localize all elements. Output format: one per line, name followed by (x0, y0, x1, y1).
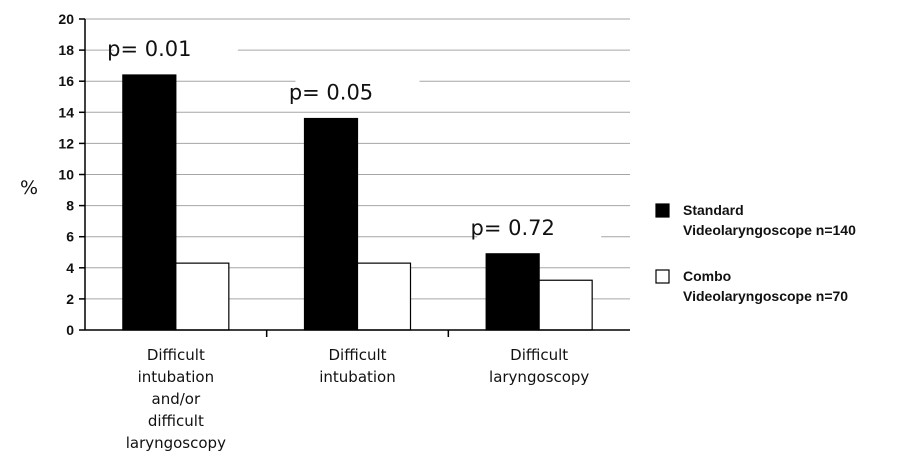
y-tick-labels: 0 2 4 6 8 10 12 14 16 18 20 (58, 11, 74, 338)
combo-bar-3 (538, 279, 593, 331)
legend-label-line: Standard (683, 202, 744, 218)
p-value-3: p= 0.72 (470, 216, 554, 240)
category-label-line: and/or (152, 390, 201, 408)
category-label-line: laryngoscopy (489, 368, 589, 386)
category-label-line: difficult (148, 412, 204, 430)
axes (79, 18, 630, 337)
y-tick-label: 10 (58, 167, 74, 183)
legend-swatch-combo (655, 269, 670, 284)
legend-label-line: Videolaryngoscope n=140 (683, 222, 856, 238)
bars (122, 74, 593, 331)
p-value-background (113, 33, 238, 66)
legend-label-standard: Standard Videolaryngoscope n=140 (683, 202, 856, 238)
category-label-1: Difficult intubation and/or difficult laryng… (126, 346, 226, 452)
y-tick-label: 16 (58, 73, 74, 89)
y-tick-label: 6 (66, 229, 74, 245)
p-value-2: p= 0.05 (289, 81, 373, 105)
category-label-line: Difficult (147, 346, 205, 364)
y-tick-label: 2 (66, 291, 74, 307)
y-tick-label: 8 (66, 198, 74, 214)
legend-label-line: Combo (683, 268, 731, 284)
category-labels: Difficult intubation and/or difficult laryng… (126, 346, 590, 452)
y-tick-label: 12 (58, 135, 74, 151)
category-label-line: Difficult (510, 346, 568, 364)
p-value-background (477, 212, 602, 245)
combo-bar-1 (175, 262, 230, 331)
category-label-3: Difficult laryngoscopy (489, 346, 589, 386)
category-label-line: intubation (138, 368, 215, 386)
y-tick-label: 0 (66, 322, 74, 338)
standard-bar-1 (122, 74, 177, 331)
category-label-2: Difficult intubation (319, 346, 396, 386)
y-tick-label: 4 (66, 260, 74, 276)
legend-label-line: Videolaryngoscope n=70 (683, 288, 848, 304)
y-axis-label: % (20, 177, 38, 199)
p-value-annotations: p= 0.01 p= 0.05 p= 0.72 (107, 33, 602, 245)
category-label-line: intubation (319, 368, 396, 386)
legend-label-combo: Combo Videolaryngoscope n=70 (683, 268, 848, 304)
combo-bar-2 (356, 262, 412, 331)
p-value-1: p= 0.01 (107, 37, 191, 61)
legend-swatch-standard (655, 203, 670, 218)
y-tick-label: 20 (58, 11, 74, 27)
y-tick-label: 18 (58, 42, 74, 58)
standard-bar-2 (303, 117, 359, 331)
p-value-background (295, 77, 420, 110)
category-label-line: Difficult (328, 346, 386, 364)
standard-bar-3 (485, 253, 540, 331)
category-label-line: laryngoscopy (126, 434, 226, 452)
legend: Standard Videolaryngoscope n=140 Combo Vide… (655, 202, 856, 304)
y-tick-label: 14 (58, 104, 74, 120)
